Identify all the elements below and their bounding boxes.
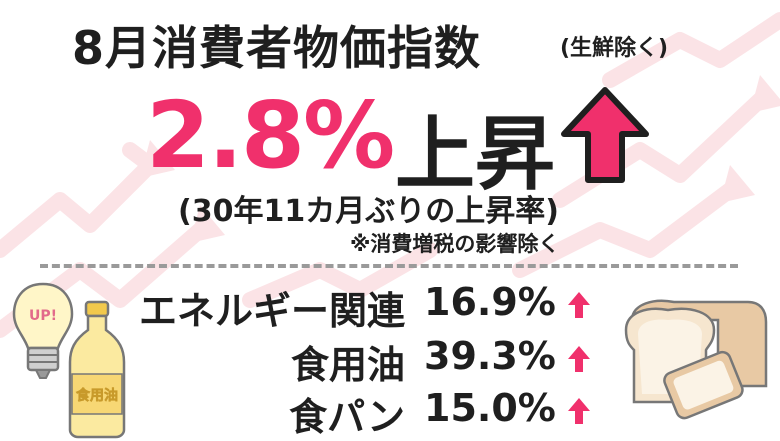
item-value-bread: 15.0% bbox=[424, 386, 556, 430]
item-label-oil: 食用油 bbox=[290, 343, 405, 387]
tax-note: ※消費増税の影響除く bbox=[350, 232, 560, 256]
title-note: (生鮮除く) bbox=[560, 36, 669, 61]
item-label-energy: エネルギー関連 bbox=[138, 289, 405, 333]
up-arrow-icon bbox=[568, 398, 590, 424]
oil-label-text: 食用油 bbox=[76, 387, 118, 404]
up-arrow-icon bbox=[568, 346, 590, 372]
up-arrow-icon bbox=[568, 292, 590, 318]
page-title: 8月消費者物価指数 bbox=[72, 21, 482, 75]
item-value-oil: 39.3% bbox=[424, 334, 556, 378]
divider bbox=[40, 264, 738, 268]
oil-bottle-icon: 食用油 bbox=[68, 300, 126, 439]
bulb-text: UP! bbox=[29, 308, 57, 324]
item-value-energy: 16.9% bbox=[424, 280, 556, 324]
sub-note: (30年11カ月ぶりの上昇率) bbox=[178, 194, 559, 229]
headline-value: 2.8% bbox=[146, 82, 395, 189]
headline-label: 上昇 bbox=[395, 108, 555, 201]
up-arrow-icon bbox=[561, 87, 649, 183]
bread-icon bbox=[624, 299, 768, 420]
light-bulb-icon: UP! bbox=[12, 282, 74, 379]
item-label-bread: 食パン bbox=[289, 395, 405, 439]
